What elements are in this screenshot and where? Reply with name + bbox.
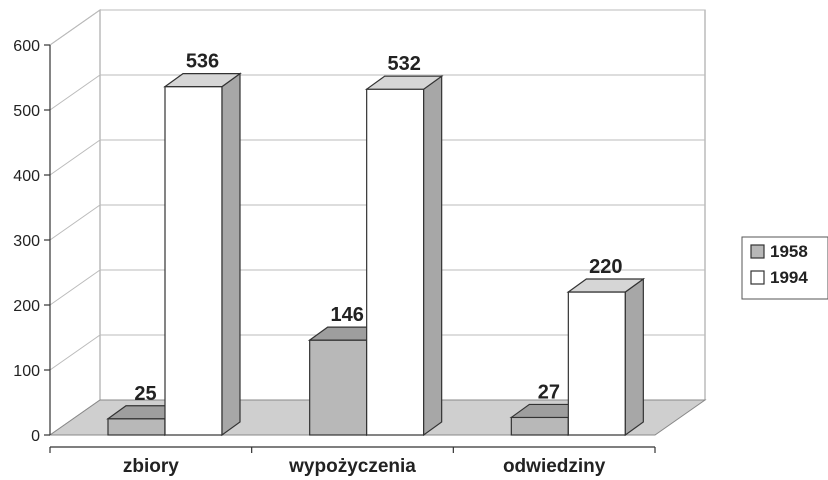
bar-front-1994 (567, 291, 626, 436)
legend-label: 1958 (770, 242, 808, 261)
legend-label: 1994 (770, 268, 808, 287)
data-label: 25 (134, 383, 156, 405)
x-category-label: zbiory (123, 456, 179, 477)
data-label: 532 (387, 53, 420, 75)
y-tick-label: 500 (13, 103, 40, 120)
bar-top-1994 (566, 278, 646, 293)
bar-front-1994 (164, 85, 223, 436)
data-label: 146 (330, 304, 363, 326)
gridline (49, 74, 705, 111)
y-tick-label: 600 (13, 38, 40, 55)
bar-top-1994 (364, 75, 444, 90)
bar-side-1994 (624, 277, 644, 437)
data-label: 220 (589, 256, 622, 278)
x-category-label: odwiedziny (503, 456, 606, 477)
y-tick-label: 0 (31, 428, 40, 445)
x-axis: zbiory wypożyczenia odwiedziny (49, 446, 656, 477)
x-category-label: wypożyczenia (288, 456, 416, 477)
bars (106, 72, 646, 437)
bar-side-1994 (221, 72, 241, 437)
data-label: 536 (186, 51, 219, 73)
gridline (49, 269, 705, 306)
gridline (49, 139, 705, 176)
y-tick-label: 200 (13, 298, 40, 315)
legend-swatch-1958 (750, 244, 765, 259)
bar-side-1994 (423, 75, 443, 437)
gridline (49, 334, 705, 371)
bar-front-1958 (510, 416, 569, 436)
y-tick-label: 400 (13, 168, 40, 185)
legend: 1958 1994 (741, 236, 828, 300)
bar-front-1958 (309, 339, 368, 436)
data-labels: 25 536 146 532 27 220 (134, 51, 622, 405)
bar-top-1994 (163, 72, 242, 88)
y-axis: 0 100 200 300 400 500 600 (13, 38, 51, 445)
gridline (49, 9, 705, 46)
y-tick-label: 300 (13, 233, 40, 250)
data-label: 27 (538, 381, 560, 403)
y-tick-label: 100 (13, 363, 40, 380)
gridline (49, 204, 705, 241)
bar-front-1958 (107, 418, 166, 436)
bar-front-1994 (366, 88, 425, 436)
legend-swatch-1994 (750, 270, 765, 285)
